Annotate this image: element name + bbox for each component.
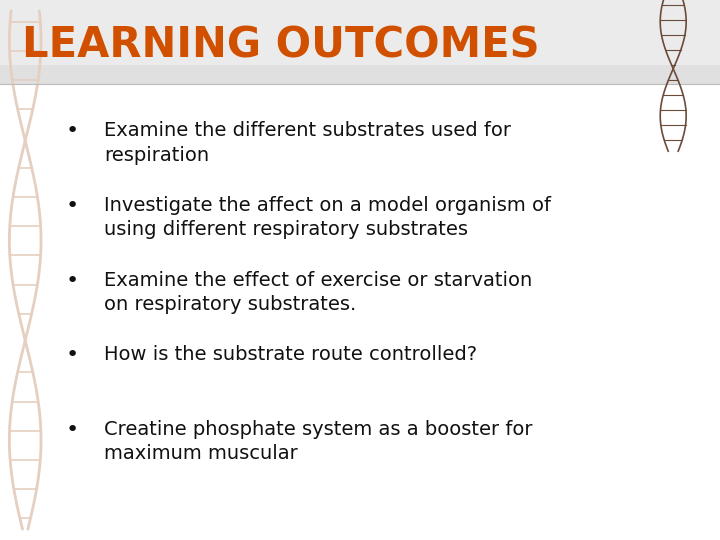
Text: •: • [66, 420, 78, 440]
Text: LEARNING OUTCOMES: LEARNING OUTCOMES [22, 24, 539, 66]
FancyBboxPatch shape [0, 0, 720, 65]
Text: Investigate the affect on a model organism of
using different respiratory substr: Investigate the affect on a model organi… [104, 196, 552, 239]
Text: How is the substrate route controlled?: How is the substrate route controlled? [104, 345, 477, 364]
FancyBboxPatch shape [0, 0, 720, 84]
Text: Examine the effect of exercise or starvation
on respiratory substrates.: Examine the effect of exercise or starva… [104, 271, 533, 314]
Text: Examine the different substrates used for
respiration: Examine the different substrates used fo… [104, 122, 511, 165]
Text: •: • [66, 271, 78, 291]
Text: Creatine phosphate system as a booster for
maximum muscular: Creatine phosphate system as a booster f… [104, 420, 533, 463]
Text: •: • [66, 122, 78, 141]
Text: •: • [66, 345, 78, 365]
Text: •: • [66, 196, 78, 216]
